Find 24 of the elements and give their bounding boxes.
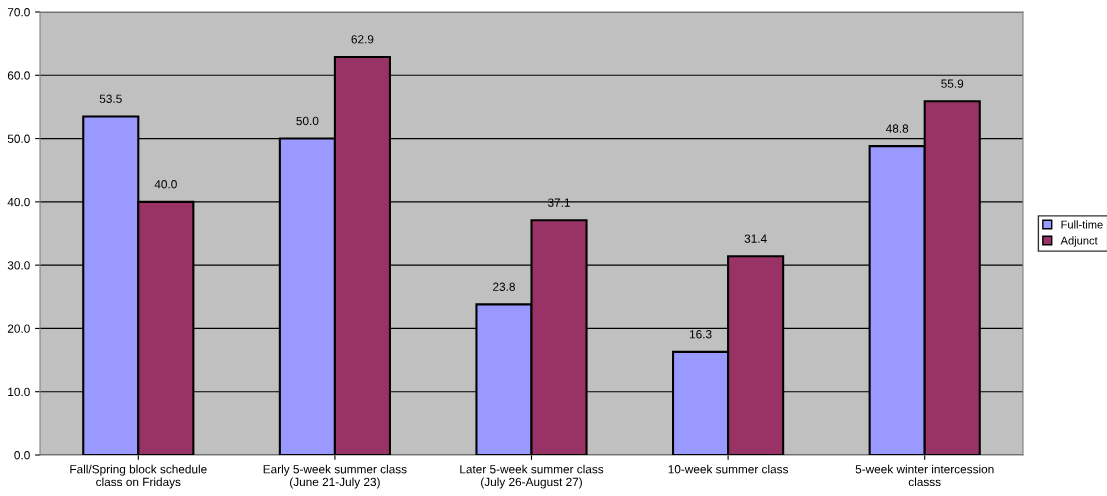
data-label: 16.3 xyxy=(689,330,712,339)
x-tick-label: 10-week summer class xyxy=(668,464,789,474)
y-tick-label: 70.0 xyxy=(7,8,30,17)
x-tick-label: Later 5-week summer class (July 26-August 27) xyxy=(460,464,604,489)
data-label: 23.8 xyxy=(493,282,515,291)
legend-label: Full-time xyxy=(1061,220,1103,229)
y-tick-label: 0.0 xyxy=(14,451,30,460)
y-tick-label: 60.0 xyxy=(7,71,30,80)
data-label: 62.9 xyxy=(351,35,374,44)
y-tick-label: 40.0 xyxy=(7,197,30,207)
x-tick-label: 5-week winter intercession classs xyxy=(855,464,994,487)
x-tick-label: Early 5-week summer class (June 21-July 23) xyxy=(263,464,407,489)
data-label: 31.4 xyxy=(744,234,767,243)
y-tick-label: 20.0 xyxy=(7,324,30,333)
data-label: 55.9 xyxy=(941,79,964,88)
data-label: 48.8 xyxy=(885,124,909,133)
x-tick-label: Fall/Spring block schedule class on Fridays xyxy=(70,464,207,489)
y-tick-label: 10.0 xyxy=(8,387,30,397)
y-tick-label: 30.0 xyxy=(7,261,30,270)
data-label: 50.0 xyxy=(296,116,319,126)
data-label: 40.0 xyxy=(154,180,177,189)
legend-label: Adjunct xyxy=(1060,236,1098,247)
y-tick-label: 50.0 xyxy=(7,134,30,143)
data-label: 53.5 xyxy=(99,94,122,103)
